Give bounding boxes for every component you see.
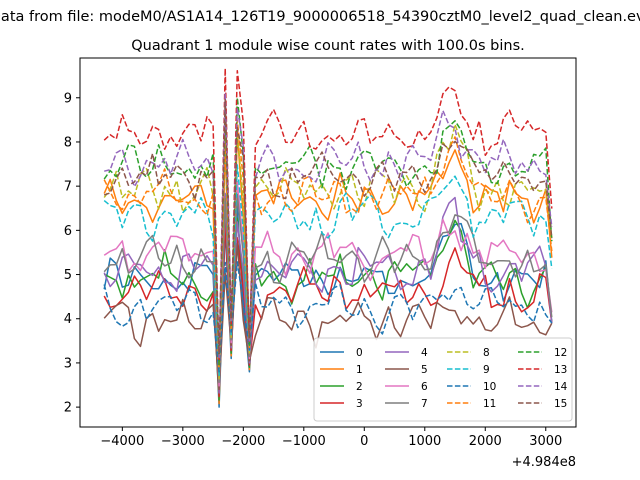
legend-label: 5 xyxy=(421,364,428,376)
legend-label: 3 xyxy=(356,398,363,410)
legend-label: 9 xyxy=(483,364,490,376)
legend-label: 11 xyxy=(483,398,496,410)
figure-suptitle: Data from file: modeM0/AS1A14_126T19_900… xyxy=(0,9,640,25)
x-tick-label: −3000 xyxy=(161,434,205,449)
series-line-13 xyxy=(103,67,553,362)
plot-area-frame xyxy=(79,57,577,428)
legend-label: 1 xyxy=(356,364,363,376)
x-axis-offset-label: +4.984e8 xyxy=(512,455,576,470)
x-tick-label: 0 xyxy=(360,434,368,449)
y-tick-label: 5 xyxy=(64,268,72,283)
series-line-1 xyxy=(103,131,553,405)
legend-box xyxy=(313,337,573,422)
series-line-12 xyxy=(103,96,553,366)
series-line-3 xyxy=(103,221,553,398)
x-tick-label: 3000 xyxy=(529,434,562,449)
y-axis: 2 3 4 5 6 7 8 9 xyxy=(64,91,80,416)
x-tick-label: −4000 xyxy=(100,434,144,449)
legend-label: 6 xyxy=(421,381,428,393)
series-line-8 xyxy=(103,122,553,380)
series-layer xyxy=(103,67,553,408)
x-tick-label: 2000 xyxy=(469,434,502,449)
series-line-7 xyxy=(103,193,553,384)
y-tick-label: 9 xyxy=(64,91,72,106)
series-line-14 xyxy=(104,92,553,359)
x-tick-label: −1000 xyxy=(282,434,326,449)
legend-label: 4 xyxy=(421,347,428,359)
series-line-9 xyxy=(103,142,553,377)
x-tick-label: 1000 xyxy=(408,434,441,449)
legend-label: 7 xyxy=(421,398,428,410)
legend-label: 0 xyxy=(356,347,363,359)
legend-label: 10 xyxy=(483,381,496,393)
legend-label: 13 xyxy=(554,364,567,376)
series-line-11 xyxy=(103,119,553,369)
series-line-15 xyxy=(103,98,553,355)
legend-label: 14 xyxy=(554,381,568,393)
y-tick-label: 6 xyxy=(64,224,72,239)
y-tick-label: 7 xyxy=(64,180,72,195)
legend-label: 15 xyxy=(554,398,567,410)
series-line-5 xyxy=(103,242,553,391)
y-tick-label: 4 xyxy=(64,312,72,327)
legend-label: 12 xyxy=(554,347,567,359)
y-tick-label: 8 xyxy=(64,135,72,150)
legend-label: 2 xyxy=(356,381,363,393)
x-tick-label: −2000 xyxy=(221,434,265,449)
x-axis: −4000 −3000 −2000 −1000 0 1000 2000 3000 xyxy=(100,427,562,449)
series-line-10 xyxy=(103,261,553,373)
axes-title: Quadrant 1 module wise count rates with … xyxy=(131,38,525,54)
y-tick-label: 3 xyxy=(64,356,72,371)
y-tick-label: 2 xyxy=(64,401,72,416)
legend-label: 8 xyxy=(483,347,490,359)
